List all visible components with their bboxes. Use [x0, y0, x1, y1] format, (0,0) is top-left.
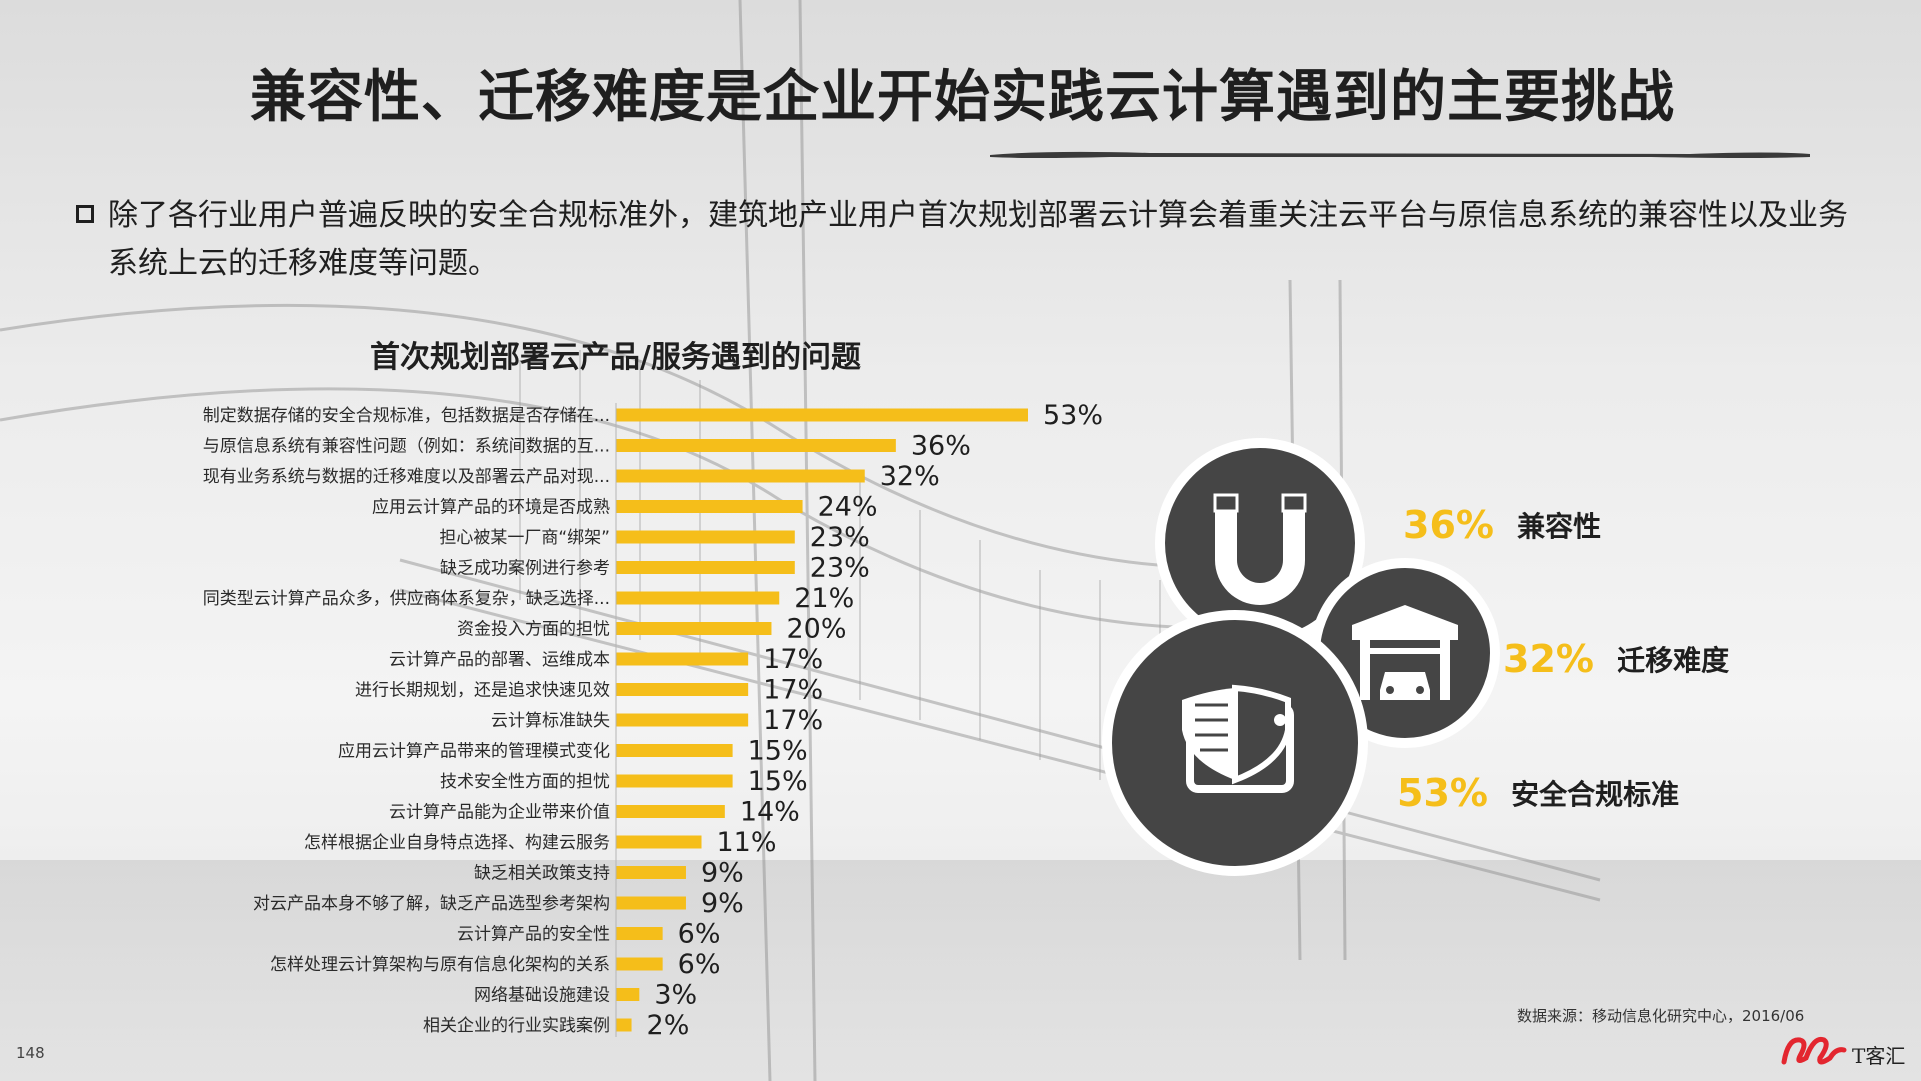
bar: [616, 591, 780, 605]
category-label: 云计算产品能为企业带来价值: [389, 803, 610, 823]
bar: [616, 927, 663, 940]
category-label: 应用云计算产品的环境是否成熟: [372, 497, 610, 518]
bar: [616, 774, 733, 788]
bullet-paragraph: 除了各行业用户普遍反映的安全合规标准外，建筑地产业用户首次规划部署云计算会着重关…: [108, 198, 1848, 281]
bar: [616, 835, 702, 849]
value-label: 53%: [1043, 400, 1103, 431]
category-label: 怎样根据企业自身特点选择、构建云服务: [304, 833, 610, 853]
category-label: 缺乏成功案例进行参考: [440, 559, 610, 579]
highlight-percent: 53%: [1397, 771, 1488, 815]
value-label: 9%: [701, 888, 744, 919]
bar: [616, 805, 725, 818]
bar: [616, 957, 663, 971]
page-title: 兼容性、迁移难度是企业开始实践云计算遇到的主要挑战: [250, 65, 1675, 130]
bar: [616, 408, 1028, 422]
bar: [616, 469, 865, 483]
value-label: 3%: [654, 980, 697, 1011]
value-label: 17%: [763, 705, 823, 736]
bullet-square-icon: [76, 205, 94, 223]
value-label: 36%: [911, 431, 971, 462]
bar: [616, 500, 803, 513]
value-label: 23%: [810, 522, 870, 553]
highlight-compatibility: 36% 兼容性: [1403, 503, 1601, 547]
category-label: 云计算产品的安全性: [457, 925, 610, 945]
category-label: 进行长期规划，还是追求快速见效: [355, 681, 610, 701]
category-label: 现有业务系统与数据的迁移难度以及部署云产品对现...: [203, 467, 610, 487]
category-label: 资金投入方面的担忧: [457, 620, 610, 640]
category-label: 网络基础设施建设: [474, 986, 610, 1006]
category-label: 怎样处理云计算架构与原有信息化架构的关系: [270, 955, 610, 975]
value-label: 24%: [818, 492, 878, 523]
highlight-label: 迁移难度: [1617, 644, 1730, 677]
chart-title: 首次规划部署云产品/服务遇到的问题: [370, 340, 861, 375]
highlight-migration: 32% 迁移难度: [1503, 637, 1729, 681]
bar: [616, 1018, 632, 1032]
highlight-percent: 36%: [1403, 503, 1494, 547]
shield-window-icon: [1182, 684, 1294, 793]
magnet-icon: [1213, 493, 1307, 605]
value-label: 21%: [794, 583, 854, 614]
category-label: 对云产品本身不够了解，缺乏产品选型参考架构: [253, 894, 610, 914]
category-label: 缺乏相关政策支持: [474, 864, 610, 884]
value-label: 17%: [763, 644, 823, 675]
category-label: 应用云计算产品带来的管理模式变化: [338, 742, 610, 762]
bar: [616, 622, 772, 635]
title-underline: [990, 151, 1810, 158]
value-label: 20%: [786, 614, 846, 645]
category-label: 担心被某一厂商“绑架”: [439, 528, 610, 548]
magnet-circle: [1155, 438, 1365, 648]
bar: [616, 866, 686, 879]
category-label: 相关企业的行业实践案例: [423, 1016, 610, 1036]
value-label: 17%: [763, 675, 823, 706]
value-label: 15%: [748, 766, 808, 797]
value-label: 14%: [740, 797, 800, 828]
bar: [616, 561, 795, 574]
highlight-security: 53% 安全合规标准: [1397, 771, 1679, 815]
value-label: 9%: [701, 858, 744, 889]
value-label: 6%: [678, 919, 721, 950]
category-label: 与原信息系统有兼容性问题（例如：系统间数据的互...: [203, 437, 610, 457]
data-source: 数据来源：移动信息化研究中心，2016/06: [1517, 1007, 1805, 1025]
category-label: 制定数据存储的安全合规标准，包括数据是否存储在...: [203, 406, 610, 426]
value-label: 32%: [880, 461, 940, 492]
value-label: 15%: [748, 736, 808, 767]
brand-logo-text: T客汇: [1852, 1044, 1906, 1068]
bar: [616, 530, 795, 544]
garage-car-icon: [1352, 605, 1458, 700]
category-label: 云计算产品的部署、运维成本: [389, 650, 610, 670]
highlight-label: 安全合规标准: [1511, 778, 1680, 811]
value-label: 23%: [810, 553, 870, 584]
brand-logo: [1781, 1036, 1847, 1065]
bar: [616, 988, 640, 1001]
bar: [616, 744, 733, 757]
highlight-label: 兼容性: [1517, 510, 1602, 543]
highlight-percent: 32%: [1503, 637, 1594, 681]
bar: [616, 439, 896, 452]
value-label: 6%: [678, 949, 721, 980]
bar: [616, 652, 749, 666]
shield-circle: [1102, 610, 1368, 876]
bar: [616, 713, 749, 727]
bar: [616, 683, 749, 696]
category-label: 云计算标准缺失: [491, 711, 610, 731]
category-label: 技术安全性方面的担忧: [440, 772, 610, 792]
value-label: 11%: [717, 827, 777, 858]
page-number: 148: [16, 1044, 45, 1062]
value-label: 2%: [647, 1010, 690, 1041]
bar: [616, 896, 686, 910]
category-label: 同类型云计算产品众多，供应商体系复杂，缺乏选择...: [203, 589, 610, 609]
